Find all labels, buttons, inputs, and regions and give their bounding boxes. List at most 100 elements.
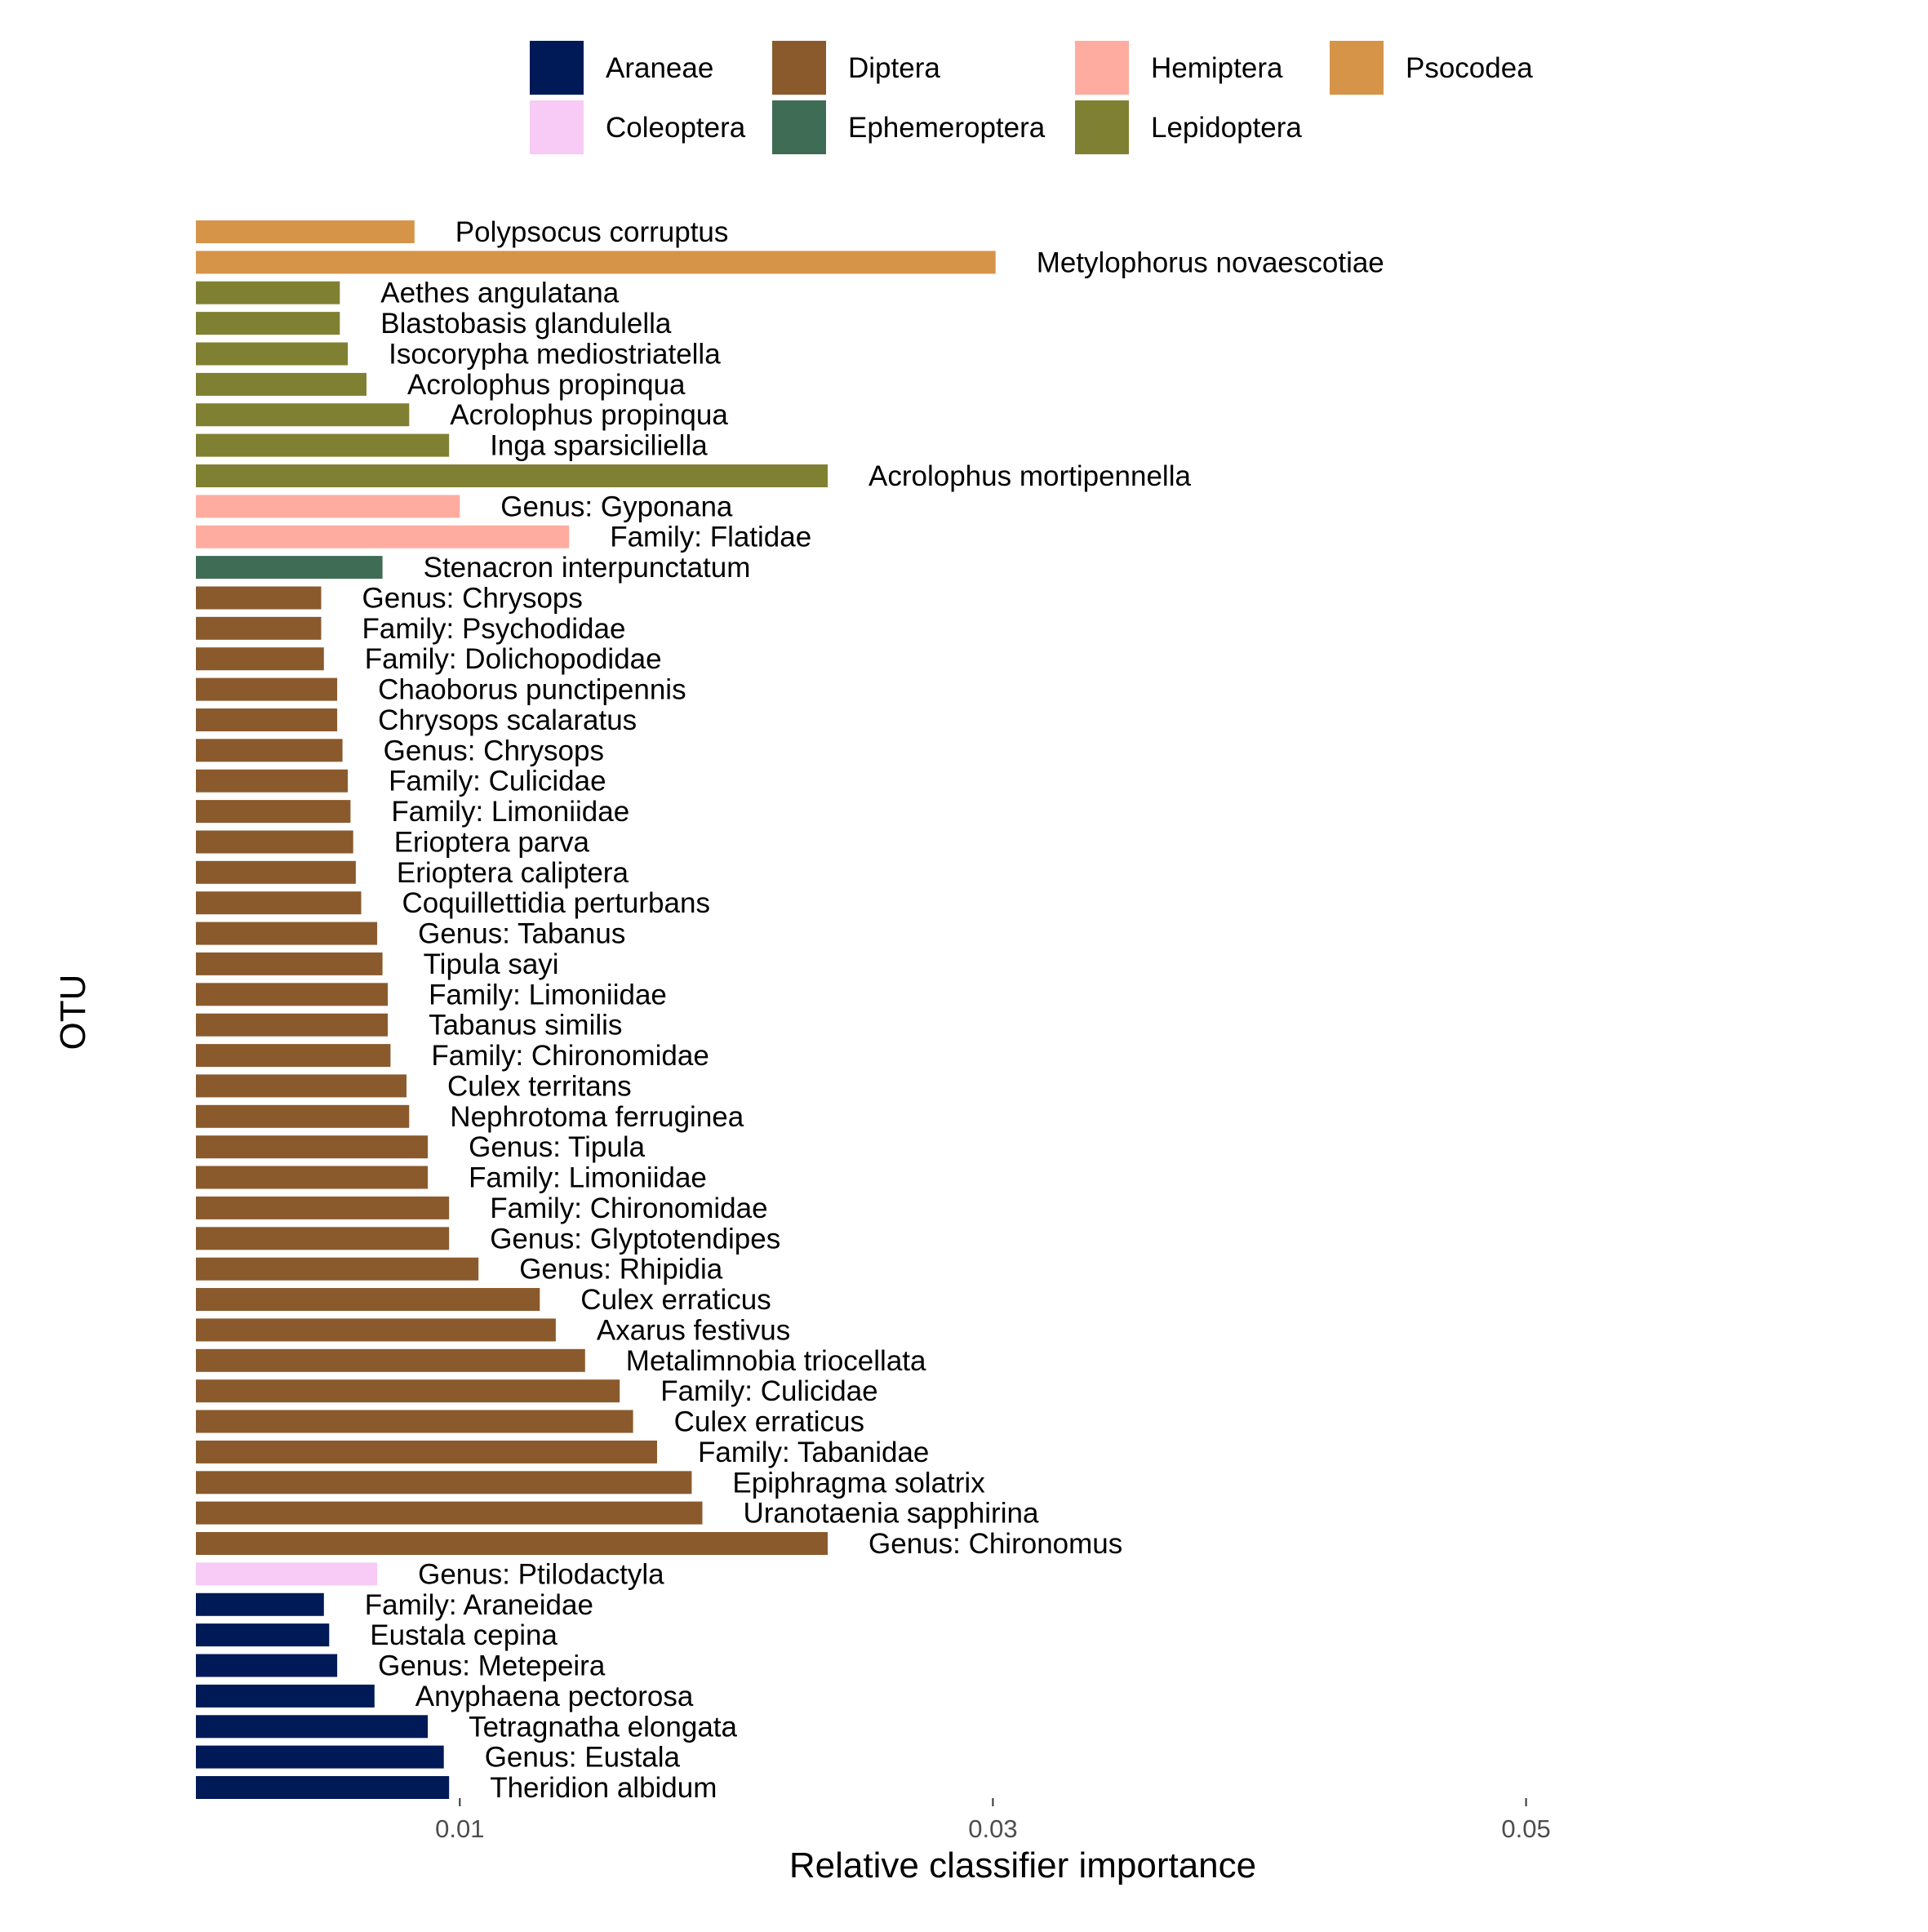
- bar-52: [196, 1776, 450, 1799]
- bar-11: [196, 525, 570, 549]
- bar-34: [196, 1227, 450, 1250]
- legend-label-hemiptera: Hemiptera: [1151, 52, 1283, 84]
- bar-44: [196, 1532, 828, 1555]
- bar-label-10: Genus: Gyponana: [500, 491, 733, 522]
- bar-19: [196, 769, 349, 793]
- bar-label-25: Tipula sayi: [424, 948, 559, 980]
- bar-labels: Polypsocus corruptus Metylophorus novaesc…: [362, 216, 1384, 1804]
- bar-45: [196, 1562, 378, 1586]
- bar-label-35: Genus: Rhipidia: [519, 1254, 723, 1286]
- bar-36: [196, 1288, 540, 1311]
- bar-49: [196, 1684, 375, 1708]
- bar-label-9: Acrolophus mortipennella: [868, 460, 1191, 492]
- bars: [196, 220, 996, 1799]
- bar-label-13: Genus: Chrysops: [362, 583, 583, 615]
- bar-label-21: Erioptera parva: [394, 827, 590, 859]
- bar-50: [196, 1715, 429, 1739]
- bar-38: [196, 1348, 585, 1372]
- bar-label-45: Genus: Ptilodactyla: [418, 1558, 664, 1590]
- bar-5: [196, 342, 349, 366]
- bar-17: [196, 708, 338, 731]
- bar-label-19: Family: Culicidae: [389, 766, 606, 797]
- bar-40: [196, 1410, 633, 1433]
- bar-9: [196, 464, 828, 487]
- bar-label-50: Tetragnatha elongata: [469, 1711, 737, 1743]
- bar-label-32: Family: Limoniidae: [469, 1162, 707, 1194]
- bar-label-44: Genus: Chironomus: [868, 1528, 1122, 1560]
- bar-label-15: Family: Dolichopodidae: [365, 643, 662, 675]
- bar-label-49: Anyphaena pectorosa: [415, 1681, 694, 1712]
- bar-22: [196, 860, 356, 884]
- legend-swatch-lepidoptera: [1073, 99, 1131, 156]
- bar-label-24: Genus: Tabanus: [418, 918, 625, 950]
- bar-label-46: Family: Araneidae: [365, 1589, 593, 1621]
- legend-swatch-hemiptera: [1073, 39, 1131, 96]
- x-tick-label-3: 0.05: [1501, 1814, 1550, 1843]
- legend-label-psocodea: Psocodea: [1406, 52, 1533, 84]
- bar-label-33: Family: Chironomidae: [490, 1193, 767, 1224]
- legend-label-ephemeroptera: Ephemeroptera: [848, 112, 1046, 144]
- bar-27: [196, 1013, 389, 1037]
- bar-label-38: Metalimnobia triocellata: [626, 1345, 926, 1377]
- bar-10: [196, 495, 460, 518]
- bar-4: [196, 312, 340, 335]
- bar-12: [196, 556, 383, 580]
- x-tick-label-1: 0.01: [435, 1814, 484, 1843]
- bar-label-28: Family: Chironomidae: [431, 1040, 709, 1072]
- x-axis-title: Relative classifier importance: [789, 1845, 1256, 1885]
- bar-8: [196, 433, 450, 457]
- bar-label-34: Genus: Glyptotendipes: [490, 1223, 780, 1255]
- bar-37: [196, 1318, 556, 1342]
- bar-29: [196, 1074, 406, 1098]
- bar-25: [196, 952, 383, 975]
- bar-label-22: Erioptera caliptera: [397, 857, 629, 889]
- bar-label-23: Coquillettidia perturbans: [402, 887, 710, 919]
- bar-33: [196, 1196, 450, 1219]
- bar-label-1: Polypsocus corruptus: [455, 216, 729, 248]
- legend: Araneae Coleoptera Diptera Ephemeroptera Hem…: [528, 39, 1533, 156]
- legend-label-lepidoptera: Lepidoptera: [1151, 112, 1302, 144]
- bar-43: [196, 1501, 703, 1525]
- bar-label-3: Aethes angulatana: [380, 278, 619, 309]
- bar-32: [196, 1166, 429, 1189]
- bar-label-36: Culex erraticus: [580, 1284, 771, 1316]
- bar-18: [196, 739, 343, 762]
- bar-21: [196, 830, 353, 854]
- bar-2: [196, 251, 996, 274]
- legend-swatch-coleoptera: [528, 99, 585, 156]
- bar-20: [196, 800, 351, 824]
- legend-label-araneae: Araneae: [606, 52, 713, 84]
- bar-23: [196, 891, 362, 915]
- bar-16: [196, 677, 338, 701]
- bar-label-27: Tabanus similis: [429, 1010, 622, 1042]
- bar-31: [196, 1135, 429, 1159]
- legend-swatch-araneae: [528, 39, 585, 96]
- bar-label-4: Blastobasis glandulella: [380, 308, 672, 340]
- bar-48: [196, 1654, 338, 1677]
- bar-label-42: Epiphragma solatrix: [732, 1467, 985, 1499]
- bar-label-11: Family: Flatidae: [610, 522, 811, 553]
- bar-label-2: Metylophorus novaescotiae: [1037, 246, 1384, 278]
- bar-label-31: Genus: Tipula: [469, 1131, 645, 1163]
- bar-label-41: Family: Tabanidae: [698, 1437, 929, 1468]
- bar-41: [196, 1440, 657, 1463]
- legend-label-diptera: Diptera: [848, 52, 940, 84]
- legend-swatch-ephemeroptera: [771, 99, 828, 156]
- y-axis-title: OTU: [53, 975, 93, 1050]
- bar-label-17: Chrysops scalaratus: [378, 704, 637, 736]
- x-tick-label-2: 0.03: [968, 1814, 1017, 1843]
- legend-label-coleoptera: Coleoptera: [606, 112, 746, 144]
- bar-label-8: Inga sparsiciliella: [490, 430, 708, 462]
- legend-swatch-diptera: [771, 39, 828, 96]
- x-axis: 0.01 0.03 0.05: [435, 1798, 1551, 1843]
- bar-label-6: Acrolophus propinqua: [407, 369, 686, 401]
- bar-label-52: Theridion albidum: [490, 1772, 717, 1804]
- bar-label-26: Family: Limoniidae: [429, 979, 667, 1010]
- bar-label-16: Chaoborus punctipennis: [378, 674, 686, 706]
- bar-label-51: Genus: Eustala: [485, 1742, 681, 1774]
- bar-15: [196, 647, 324, 671]
- bar-label-7: Acrolophus propinqua: [450, 399, 728, 431]
- bar-label-37: Axarus festivus: [597, 1314, 790, 1346]
- bar-47: [196, 1623, 330, 1647]
- bar-label-30: Nephrotoma ferruginea: [450, 1101, 744, 1133]
